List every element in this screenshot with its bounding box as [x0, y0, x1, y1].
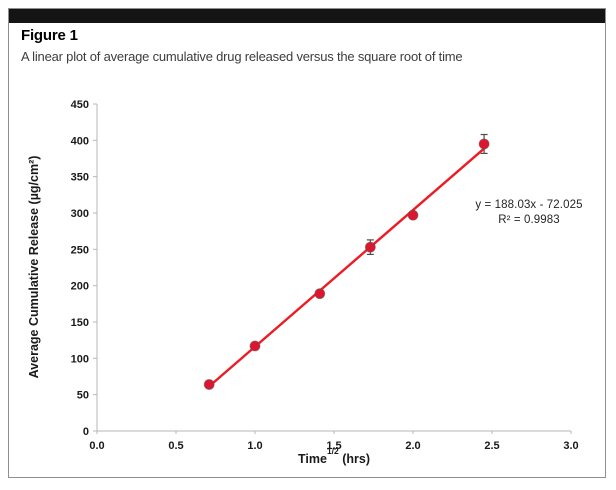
data-point-marker [203, 379, 215, 390]
x-tick-label: 1.5 [326, 440, 341, 452]
y-tick-label: 450 [71, 99, 89, 111]
data-point-marker [407, 209, 419, 221]
x-tick-label: 0.0 [89, 440, 104, 452]
x-tick-label: 0.5 [168, 440, 183, 452]
x-tick-label: 1.0 [247, 440, 262, 452]
x-tick-label: 2.5 [484, 440, 499, 452]
y-tick-label: 400 [71, 135, 89, 147]
x-tick-label: 3.0 [563, 440, 578, 452]
trendline-r-squared: R² = 0.9983 [498, 214, 560, 226]
data-point-marker [364, 241, 376, 253]
figure-caption: A linear plot of average cumulative drug… [21, 49, 463, 64]
y-tick-label: 300 [71, 208, 89, 220]
y-tick-label: 350 [71, 172, 89, 184]
trendline-equation: y = 188.03x - 72.025 R² = 0.9983 [447, 198, 611, 228]
y-tick-label: 100 [71, 353, 89, 365]
figure-label: Figure 1 [21, 27, 78, 44]
y-tick-label: 150 [71, 317, 89, 329]
y-tick-label: 250 [71, 244, 89, 256]
data-point-marker [478, 138, 490, 150]
data-point-marker [314, 288, 326, 300]
y-tick-label: 200 [71, 281, 89, 293]
figure-panel: Figure 1 A linear plot of average cumula… [8, 8, 606, 478]
release-vs-sqrt-time-plot: 0 50 100 150 200 250 300 350 400 450 0.0 0.5 1.0 1.5 2… [27, 99, 579, 466]
x-axis-title: Time1/2 (hrs) [298, 446, 370, 466]
figure-header-bar [9, 9, 605, 23]
x-tick-label: 2.0 [405, 440, 420, 452]
data-point-marker [249, 340, 261, 352]
y-tick-label: 0 [83, 426, 89, 438]
trendline-equation-line1: y = 188.03x - 72.025 [475, 199, 583, 211]
y-axis-title: Average Cumulative Release (µg/cm²) [27, 156, 41, 379]
trendline [206, 146, 487, 389]
y-tick-label: 50 [77, 390, 89, 402]
